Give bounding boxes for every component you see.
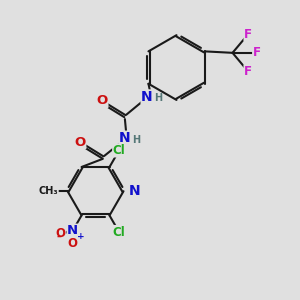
Text: –: – [56, 232, 61, 242]
Text: H: H [132, 135, 140, 145]
Text: Cl: Cl [113, 226, 125, 238]
Text: F: F [244, 65, 252, 78]
Text: CH₃: CH₃ [39, 186, 58, 196]
Text: N: N [141, 90, 153, 104]
Text: O: O [74, 136, 86, 148]
Text: O: O [68, 237, 78, 250]
Text: H: H [154, 94, 162, 103]
Text: N: N [67, 224, 78, 237]
Text: F: F [253, 46, 261, 59]
Text: N: N [119, 131, 131, 145]
Text: +: + [77, 232, 85, 241]
Text: Cl: Cl [113, 144, 125, 157]
Text: F: F [244, 28, 252, 41]
Text: O: O [55, 227, 65, 240]
Text: N: N [129, 184, 140, 198]
Text: O: O [97, 94, 108, 107]
